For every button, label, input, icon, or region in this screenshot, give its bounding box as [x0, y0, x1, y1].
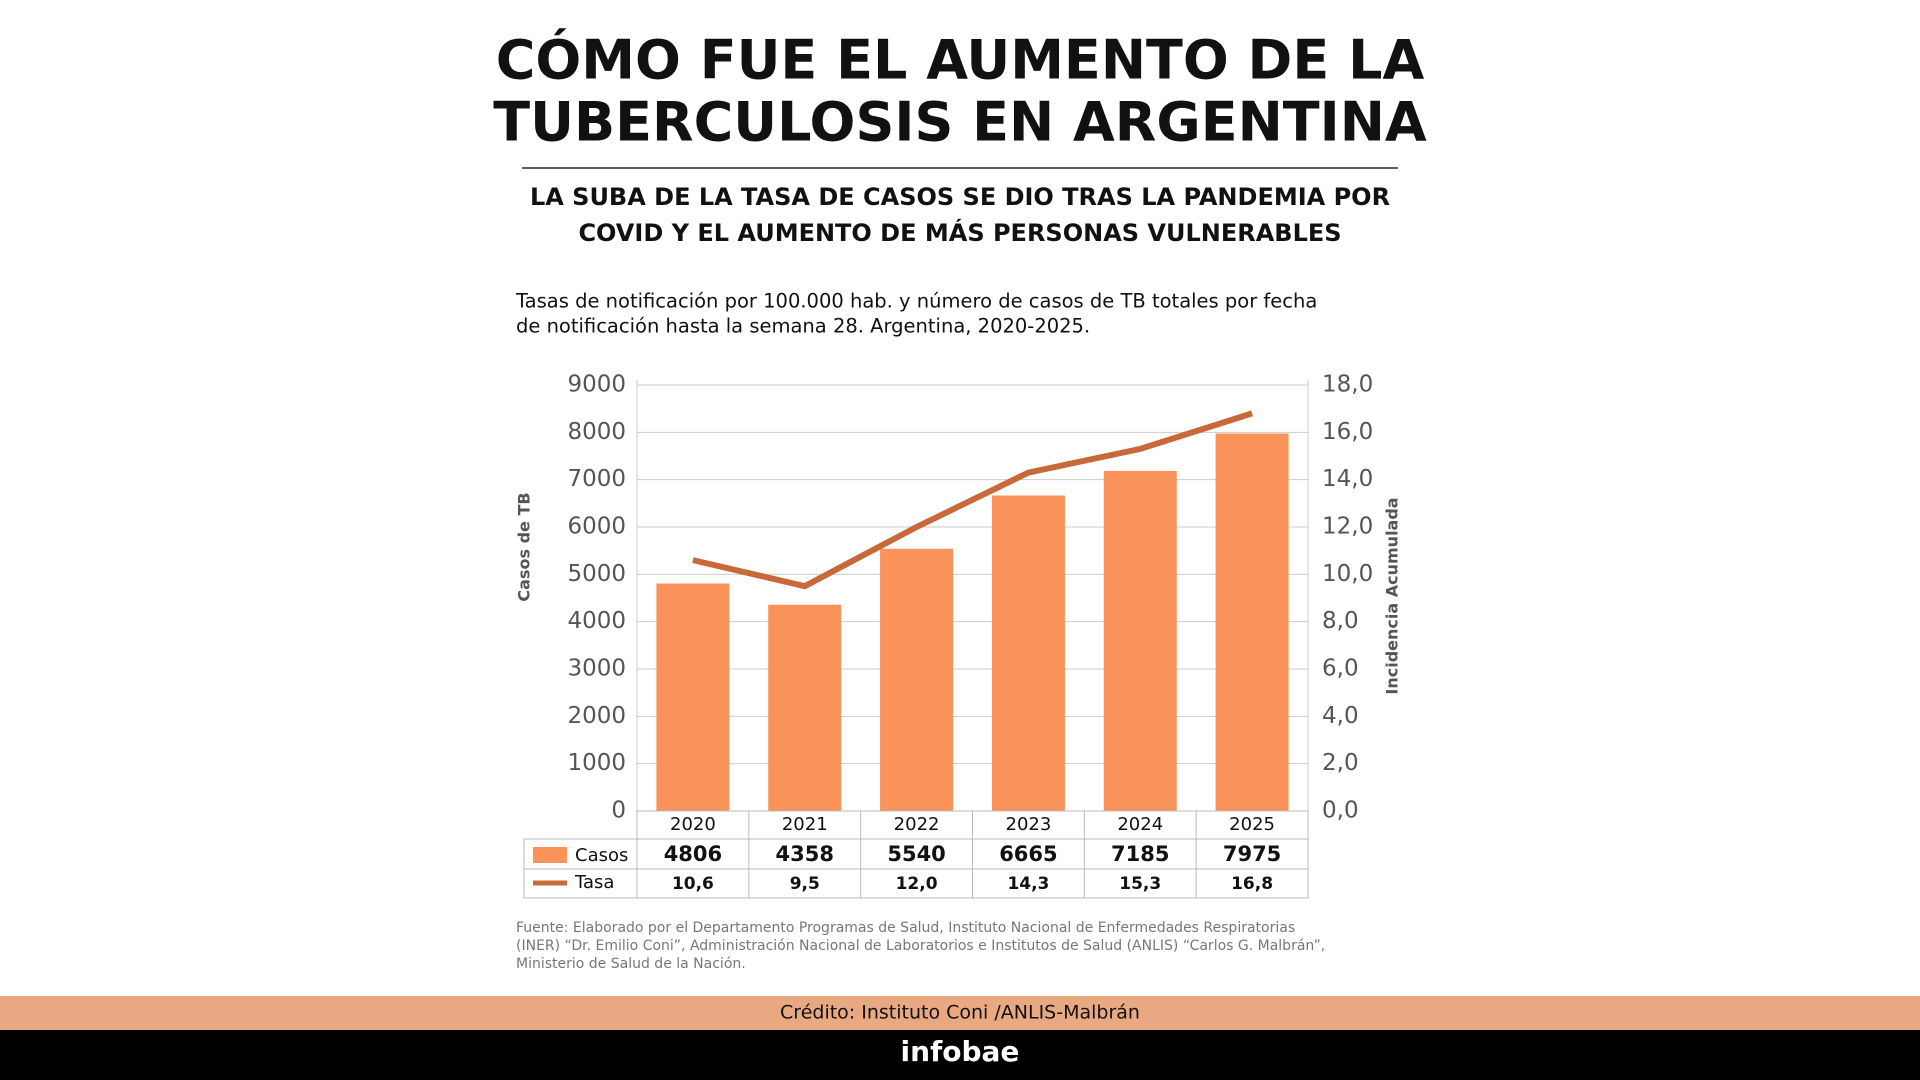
y2-tick-label: 16,0 [1322, 419, 1373, 445]
bar [1103, 470, 1177, 811]
x-tick-label: 2023 [1006, 814, 1052, 835]
table-value: 4358 [776, 842, 834, 866]
x-tick-label: 2025 [1229, 814, 1275, 835]
y-tick-label: 1000 [567, 750, 626, 776]
description: Tasas de notificación por 100.000 hab. y… [515, 290, 1317, 313]
y-tick-label: 7000 [567, 466, 626, 492]
y-axis-title: Casos de TB [515, 492, 534, 601]
y2-tick-label: 8,0 [1322, 608, 1359, 634]
table-value: 14,3 [1007, 874, 1049, 894]
table-value: 12,0 [896, 874, 938, 894]
y2-tick-label: 10,0 [1322, 561, 1373, 587]
brand-band [0, 1030, 1920, 1080]
y2-tick-label: 2,0 [1322, 750, 1359, 776]
y-tick-label: 5000 [567, 561, 626, 587]
subtitle: LA SUBA DE LA TASA DE CASOS SE DIO TRAS … [530, 183, 1390, 211]
x-tick-label: 2021 [782, 814, 828, 835]
table-value: 9,5 [790, 874, 820, 894]
table-value: 7975 [1223, 842, 1281, 866]
x-tick-label: 2022 [894, 814, 940, 835]
y2-tick-label: 4,0 [1322, 703, 1359, 729]
table-value: 16,8 [1231, 874, 1273, 894]
bar [656, 583, 730, 811]
y2-tick-label: 0,0 [1322, 798, 1359, 824]
source: Fuente: Elaborado por el Departamento Pr… [516, 920, 1295, 936]
title: TUBERCULOSIS EN ARGENTINA [493, 91, 1427, 154]
table-value: 4806 [664, 842, 722, 866]
brand: infobae [901, 1035, 1020, 1068]
y2-tick-label: 12,0 [1322, 514, 1373, 540]
y-tick-label: 2000 [567, 703, 626, 729]
x-tick-label: 2020 [670, 814, 716, 835]
y2-tick-label: 14,0 [1322, 466, 1373, 492]
legend-swatch [533, 847, 567, 863]
legend-label: Tasa [574, 872, 614, 893]
source: Ministerio de Salud de la Nación. [516, 956, 746, 972]
y-tick-label: 0 [611, 798, 626, 824]
title: CÓMO FUE EL AUMENTO DE LA [496, 29, 1425, 92]
y2-tick-label: 6,0 [1322, 656, 1359, 682]
bar [768, 604, 842, 811]
table-value: 5540 [887, 842, 945, 866]
table-value: 7185 [1111, 842, 1169, 866]
legend-label: Casos [575, 845, 628, 866]
y-tick-label: 6000 [567, 514, 626, 540]
table-value: 15,3 [1119, 874, 1161, 894]
table-value: 10,6 [672, 874, 714, 894]
bar [991, 495, 1065, 811]
y-tick-label: 3000 [567, 656, 626, 682]
y2-axis-title: Incidencia Acumulada [1383, 497, 1402, 694]
credit: Crédito: Instituto Coni /ANLIS-Malbrán [780, 1002, 1140, 1024]
y-tick-label: 9000 [567, 372, 626, 398]
source: (INER) “Dr. Emilio Coni”, Administración… [516, 938, 1325, 954]
description: de notificación hasta la semana 28. Arge… [516, 315, 1090, 338]
y-tick-label: 4000 [567, 608, 626, 634]
y2-tick-label: 18,0 [1322, 372, 1373, 398]
y-tick-label: 8000 [567, 419, 626, 445]
bar [1215, 433, 1289, 811]
x-tick-label: 2024 [1117, 814, 1163, 835]
credit-band [0, 996, 1920, 1030]
subtitle: COVID Y EL AUMENTO DE MÁS PERSONAS VULNE… [578, 218, 1341, 247]
bar [880, 548, 954, 811]
line [692, 410, 1253, 590]
table-value: 6665 [999, 842, 1057, 866]
